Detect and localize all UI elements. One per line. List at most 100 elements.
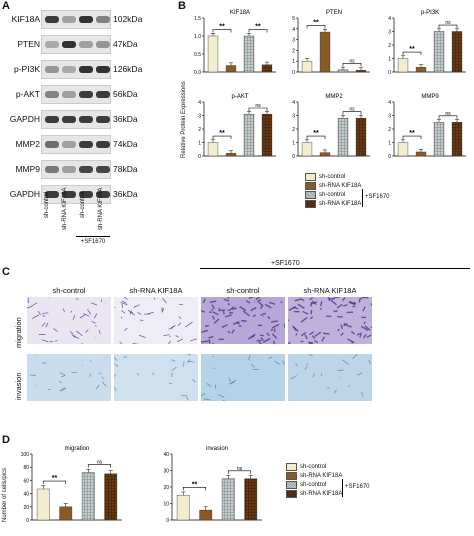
- blot-kda-0: 102kDa: [113, 14, 143, 24]
- y-tick-label: 2: [292, 127, 295, 133]
- legend-item-2: sh-RNA KIF18A: [305, 181, 361, 190]
- sig-bracket: [402, 51, 422, 56]
- blot-band: [79, 166, 93, 173]
- legend-item-1: sh-control: [305, 172, 361, 181]
- bar: [261, 113, 273, 157]
- y-tick-label: 4: [388, 16, 391, 22]
- sig-label: ns: [255, 103, 261, 109]
- blot-kda-7: 36kDa: [113, 189, 138, 199]
- blot-band: [62, 41, 76, 48]
- y-tick-label: 0.0: [194, 70, 201, 76]
- bar-charts-d: migration 0 20 40 60 80 100 ** ns invasion 0 10 20 30…: [21, 446, 262, 524]
- y-tick-label: 1: [388, 57, 391, 63]
- col-label-4: sh-RNA KIF18A: [303, 286, 357, 295]
- bar: [225, 153, 237, 157]
- blot-band: [79, 41, 93, 48]
- sf-label-c: +SF1670: [268, 260, 303, 267]
- sig-bracket: [248, 29, 268, 33]
- sf-label-a: +SF1670: [80, 239, 106, 245]
- y-tick-label: 0: [388, 154, 391, 160]
- legend-sf-d: +SF1670: [345, 484, 370, 490]
- panel-label-c: C: [2, 266, 10, 278]
- sig-label: ns: [445, 20, 451, 26]
- bar: [244, 478, 258, 521]
- blot-label-5: MMP2: [15, 139, 40, 149]
- blot-band: [62, 66, 76, 73]
- migration-image-2: [114, 295, 198, 347]
- sig-bracket: [212, 29, 232, 33]
- bar: [301, 142, 313, 157]
- blot-label-7: GAPDH: [9, 189, 40, 199]
- blot-strip-2: [41, 60, 111, 79]
- sig-label: **: [313, 130, 319, 137]
- bar: [433, 122, 445, 157]
- y-tick-label: 3: [292, 114, 295, 120]
- legend-b: sh-control sh-RNA KIF18A sh-control sh-R…: [305, 172, 361, 208]
- y-tick-label: 3: [388, 30, 391, 36]
- chart-title: MMP9: [421, 94, 439, 100]
- y-tick-label: 1: [292, 59, 295, 65]
- blot-kda-3: 56kDa: [113, 89, 138, 99]
- migration-image-3: [198, 294, 286, 348]
- sig-label: **: [52, 475, 58, 482]
- blot-band: [45, 16, 59, 23]
- bar: [81, 472, 95, 521]
- col-label-2: sh-RNA KIF18A: [129, 286, 183, 295]
- row-label-migration: migration: [14, 317, 23, 348]
- blot-band: [96, 41, 110, 48]
- blot-band: [62, 116, 76, 123]
- y-tick-label: 1: [292, 141, 295, 147]
- ylabel-d: Number of cells/pics: [2, 467, 8, 522]
- bar: [355, 118, 367, 157]
- y-tick-label: 0: [292, 70, 295, 76]
- chart-title: invasion: [206, 446, 228, 452]
- blot-strip-1: [41, 35, 111, 54]
- lane-label-3: sh-control: [80, 191, 86, 218]
- sig-label: ns: [445, 111, 451, 117]
- y-tick-label: 0: [166, 518, 169, 524]
- sig-label: **: [255, 24, 261, 31]
- col-label-3: sh-control: [226, 286, 260, 295]
- y-tick-label: 0: [388, 70, 391, 76]
- bar: [261, 64, 273, 73]
- sig-bracket: [182, 487, 207, 491]
- bar: [104, 473, 118, 521]
- y-tick-label: 1.0: [194, 34, 201, 40]
- blot-band: [45, 91, 59, 98]
- blot-band: [96, 191, 110, 198]
- y-tick-label: 40: [23, 492, 29, 498]
- chart-2: p-PI3K 0 1 2 3 4 ** ns: [388, 10, 466, 76]
- blot-label-2: p-PI3K: [14, 64, 40, 74]
- sig-bracket: [342, 63, 362, 67]
- blot-strip-6: [41, 160, 111, 179]
- sig-label: ns: [97, 460, 103, 466]
- sig-bracket: [227, 470, 252, 474]
- legend-d-item-3: sh-control: [286, 480, 342, 489]
- blot-band: [62, 141, 76, 148]
- blot-band: [96, 66, 110, 73]
- chart-1: PTEN 0 1 2 3 4 5 ** ns: [292, 10, 370, 76]
- sig-bracket: [438, 115, 458, 119]
- invasion-image-2: [112, 352, 198, 401]
- bar: [433, 31, 445, 73]
- y-tick-label: 1: [388, 141, 391, 147]
- chart-title: KIF18A: [230, 10, 250, 16]
- y-tick-label: 4: [292, 27, 295, 33]
- legend-item-4: sh-RNA KIF18A: [305, 199, 361, 208]
- blot-label-4: GAPDH: [9, 114, 40, 124]
- chart-title: migration: [65, 446, 90, 452]
- blot-band: [96, 116, 110, 123]
- chart-5: MMP9 0 1 2 3 4 ** ns: [388, 94, 466, 160]
- blot-kda-5: 74kDa: [113, 139, 138, 149]
- sig-bracket: [402, 135, 422, 140]
- legend-item-3: sh-control: [305, 190, 361, 199]
- chart-title: PTEN: [326, 10, 342, 16]
- blot-band: [45, 191, 59, 198]
- sig-bracket: [42, 480, 67, 485]
- y-tick-label: 30: [163, 469, 169, 475]
- blot-band: [79, 91, 93, 98]
- sig-bracket: [438, 24, 458, 29]
- sig-label: **: [409, 130, 415, 137]
- blot-band: [96, 91, 110, 98]
- y-tick-label: 3: [292, 38, 295, 44]
